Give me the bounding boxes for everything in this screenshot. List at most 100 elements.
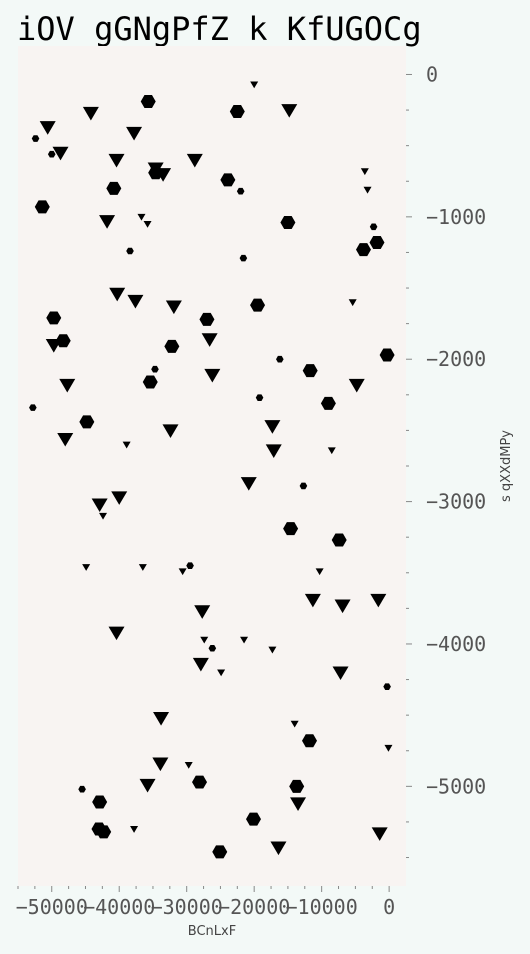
triangle-down-marker <box>201 333 218 347</box>
triangle-down-marker <box>200 636 209 644</box>
triangle-down-marker <box>178 568 187 576</box>
hexagon-marker <box>186 562 194 569</box>
hexagon-marker <box>379 348 395 362</box>
triangle-down-marker <box>184 761 193 769</box>
triangle-down-marker <box>39 121 56 135</box>
hexagon-marker <box>239 254 248 262</box>
hexagon-marker <box>106 181 122 195</box>
triangle-down-marker <box>91 498 108 513</box>
triangle-down-marker <box>348 378 365 393</box>
triangle-down-marker <box>138 564 147 571</box>
triangle-down-marker <box>147 162 164 177</box>
triangle-down-marker <box>240 636 249 644</box>
triangle-down-marker <box>99 512 108 520</box>
triangle-down-marker <box>59 378 76 393</box>
triangle-down-marker <box>57 432 74 447</box>
triangle-down-marker <box>82 564 91 571</box>
triangle-down-marker <box>45 338 62 353</box>
triangle-down-marker <box>265 444 282 458</box>
hexagon-marker <box>250 298 266 312</box>
triangle-down-marker <box>99 215 116 229</box>
triangle-down-marker <box>250 81 259 89</box>
hexagon-marker <box>302 364 318 378</box>
triangle-down-marker <box>152 757 169 772</box>
triangle-down-marker <box>332 666 349 681</box>
hexagon-marker <box>276 355 284 363</box>
triangle-down-marker <box>290 720 299 728</box>
x-axis-ticks: −50000−40000−30000−20000−10000 0 <box>16 886 395 919</box>
triangle-down-marker <box>360 168 369 176</box>
x-tick-label: −40000 <box>83 895 155 919</box>
triangle-down-marker <box>52 146 69 161</box>
y-tick-label: 0 <box>426 62 438 86</box>
triangle-down-marker <box>155 168 172 182</box>
triangle-down-marker <box>127 294 144 309</box>
hexagon-marker <box>140 95 156 109</box>
triangle-down-marker <box>290 797 307 812</box>
triangle-down-marker <box>348 299 357 307</box>
triangle-down-marker <box>192 657 209 672</box>
triangle-down-marker <box>281 104 298 118</box>
hexagon-marker <box>331 533 347 547</box>
triangle-down-marker <box>82 106 99 121</box>
triangle-down-marker <box>137 213 146 221</box>
triangle-down-marker <box>186 153 203 168</box>
triangle-down-marker <box>304 593 321 608</box>
hexagon-marker <box>34 200 50 214</box>
y-tick-label: −1000 <box>426 205 486 229</box>
hexagon-marker <box>289 779 305 793</box>
triangle-down-marker <box>384 744 393 752</box>
triangle-down-marker <box>162 424 179 439</box>
triangle-down-marker <box>370 593 387 608</box>
triangle-down-marker <box>204 368 221 383</box>
hexagon-marker <box>151 365 159 373</box>
triangle-down-marker <box>327 447 336 455</box>
triangle-down-marker <box>108 153 125 168</box>
hexagon-marker <box>199 312 215 326</box>
hexagon-marker <box>302 734 318 748</box>
hexagon-marker <box>236 187 245 195</box>
hexagon-marker <box>280 216 296 230</box>
hexagon-marker <box>79 415 95 429</box>
triangle-down-marker <box>109 287 126 302</box>
triangle-down-marker <box>108 626 125 641</box>
hexagon-marker <box>46 311 62 325</box>
y-tick-label: −4000 <box>426 632 486 656</box>
hexagon-marker <box>164 339 180 353</box>
hexagon-marker <box>320 396 336 410</box>
hexagon-marker <box>212 845 228 859</box>
hexagon-marker <box>255 394 264 401</box>
hexagon-marker <box>246 812 261 826</box>
triangle-down-marker <box>194 605 211 619</box>
hexagon-marker <box>192 775 208 789</box>
hexagon-marker <box>220 173 236 187</box>
triangle-down-marker <box>268 646 277 654</box>
x-tick-label: −30000 <box>151 895 223 919</box>
x-tick-label: −20000 <box>218 895 290 919</box>
hexagon-marker <box>355 243 371 257</box>
hexagon-marker <box>55 334 71 348</box>
hexagon-marker <box>369 235 385 249</box>
triangle-down-marker <box>143 220 152 228</box>
triangle-down-marker <box>240 477 257 491</box>
hexagon-marker <box>29 404 37 411</box>
triangle-down-marker <box>264 420 281 434</box>
y-tick-label: −2000 <box>426 347 486 371</box>
x-tick-label: −50000 <box>16 895 88 919</box>
x-axis-label: BCnLxF <box>188 924 236 939</box>
triangle-down-marker <box>270 841 287 856</box>
y-tick-label: −5000 <box>426 774 486 798</box>
y-tick-label: −3000 <box>426 490 486 514</box>
triangle-down-marker <box>130 826 139 833</box>
x-tick-label: 0 <box>383 895 395 919</box>
hexagon-marker <box>369 223 378 231</box>
triangle-down-marker <box>315 568 324 576</box>
hexagon-marker <box>31 135 40 142</box>
plot-area <box>18 46 406 886</box>
triangle-down-marker <box>111 491 128 505</box>
hexagon-marker <box>142 375 158 389</box>
triangle-down-marker <box>363 186 372 194</box>
triangle-down-marker <box>217 669 226 677</box>
hexagon-marker <box>78 785 86 793</box>
